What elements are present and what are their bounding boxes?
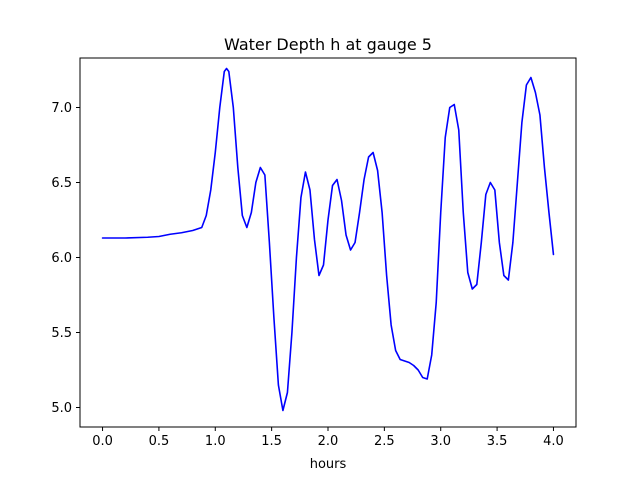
series-line-0 [101,67,555,412]
x-tick-label: 1.5 [261,434,282,449]
y-tick-label: 5.5 [51,326,72,341]
x-tick-label: 2.5 [374,434,395,449]
y-tick-label: 6.5 [51,176,72,191]
x-tick-label: 3.0 [430,434,451,449]
y-tick-label: 5.0 [51,401,72,416]
x-axis: 0.0 0.5 1.0 1.5 2.0 2.5 3.0 3.5 4.0 [92,427,564,449]
x-tick-label: 0.5 [149,434,170,449]
x-tick-label: 3.5 [487,434,508,449]
y-tick-label: 7.0 [51,101,72,116]
plot-area [101,67,555,412]
x-tick-label: 0.0 [92,434,113,449]
y-axis: 5.0 5.5 6.0 6.5 7.0 [51,101,80,416]
x-tick-label: 4.0 [543,434,564,449]
x-axis-label: hours [310,457,347,472]
x-tick-label: 1.0 [205,434,226,449]
y-tick-label: 6.0 [51,251,72,266]
chart-title: Water Depth h at gauge 5 [224,35,432,54]
x-tick-label: 2.0 [318,434,339,449]
